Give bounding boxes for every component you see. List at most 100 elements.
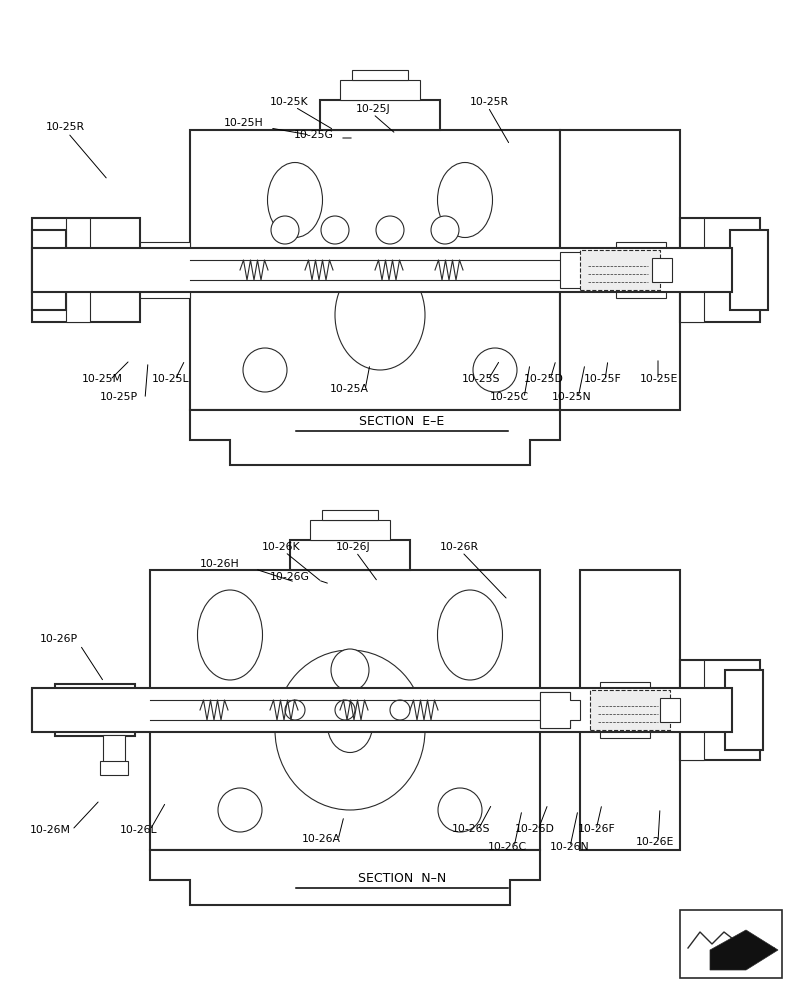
Bar xyxy=(679,660,703,760)
Bar xyxy=(32,248,731,292)
Text: 10-26S: 10-26S xyxy=(451,824,490,834)
Bar xyxy=(32,690,60,730)
Text: 10-25H: 10-25H xyxy=(224,118,263,128)
Polygon shape xyxy=(190,410,560,465)
Bar xyxy=(579,690,679,850)
Bar xyxy=(679,910,781,978)
Text: 10-26R: 10-26R xyxy=(439,542,479,552)
Text: 10-26E: 10-26E xyxy=(635,837,674,847)
Text: 10-26F: 10-26F xyxy=(577,824,615,834)
Bar xyxy=(679,218,703,322)
Circle shape xyxy=(349,252,369,272)
Circle shape xyxy=(430,216,459,244)
Circle shape xyxy=(405,252,425,272)
Circle shape xyxy=(243,348,287,392)
Ellipse shape xyxy=(275,650,425,810)
Text: 10-25M: 10-25M xyxy=(82,374,123,384)
Bar xyxy=(724,670,762,750)
Text: 10-26P: 10-26P xyxy=(40,634,78,644)
Text: 10-26M: 10-26M xyxy=(30,825,71,835)
Circle shape xyxy=(271,216,299,244)
Bar xyxy=(729,230,767,310)
Text: 10-25P: 10-25P xyxy=(100,392,138,402)
Circle shape xyxy=(472,348,516,392)
Text: 10-25N: 10-25N xyxy=(552,392,591,402)
Text: SECTION  E–E: SECTION E–E xyxy=(359,415,444,428)
Circle shape xyxy=(438,788,482,832)
Circle shape xyxy=(376,216,403,244)
Bar xyxy=(579,570,679,690)
Polygon shape xyxy=(150,850,540,905)
Text: 10-25E: 10-25E xyxy=(639,374,678,384)
Circle shape xyxy=(320,216,349,244)
Text: 10-26C: 10-26C xyxy=(487,842,527,852)
Text: 10-25K: 10-25K xyxy=(270,97,308,107)
Bar xyxy=(560,252,589,288)
Bar xyxy=(310,520,389,540)
Ellipse shape xyxy=(437,163,492,238)
Bar xyxy=(66,218,90,322)
Bar xyxy=(560,130,679,250)
Text: 10-26D: 10-26D xyxy=(515,824,554,834)
Bar xyxy=(130,250,144,290)
Text: 10-25R: 10-25R xyxy=(46,122,85,132)
Circle shape xyxy=(284,700,304,720)
Bar xyxy=(615,242,665,298)
Bar xyxy=(540,692,569,728)
Text: 10-25L: 10-25L xyxy=(152,374,190,384)
Text: 10-25J: 10-25J xyxy=(356,104,390,114)
Bar xyxy=(560,250,679,410)
Bar xyxy=(100,761,128,775)
Bar xyxy=(679,218,759,322)
Bar xyxy=(32,688,731,732)
Text: 10-26H: 10-26H xyxy=(200,559,239,569)
Circle shape xyxy=(450,252,470,272)
Bar xyxy=(55,684,135,736)
Text: 10-25R: 10-25R xyxy=(470,97,508,107)
Polygon shape xyxy=(540,692,579,728)
Bar xyxy=(150,690,540,850)
Bar xyxy=(190,130,560,250)
Bar xyxy=(659,698,679,722)
Text: 10-26K: 10-26K xyxy=(262,542,300,552)
Bar xyxy=(320,100,439,130)
Bar xyxy=(103,735,124,765)
Text: SECTION  N–N: SECTION N–N xyxy=(357,872,446,885)
Text: 10-25A: 10-25A xyxy=(329,384,369,394)
Text: 10-25C: 10-25C xyxy=(489,392,528,402)
Bar xyxy=(90,260,102,280)
Bar xyxy=(150,570,540,690)
Circle shape xyxy=(295,252,315,272)
Text: 10-25D: 10-25D xyxy=(524,374,563,384)
Bar xyxy=(190,250,560,410)
Text: 10-26L: 10-26L xyxy=(120,825,157,835)
Bar xyxy=(589,690,669,730)
Text: 10-26N: 10-26N xyxy=(549,842,589,852)
Text: 10-25S: 10-25S xyxy=(462,374,500,384)
Bar xyxy=(579,250,659,290)
Bar xyxy=(32,218,140,322)
Ellipse shape xyxy=(267,163,322,238)
Ellipse shape xyxy=(198,590,262,680)
Bar xyxy=(340,80,419,100)
Bar xyxy=(651,258,671,282)
Bar xyxy=(599,682,649,738)
Text: 10-25F: 10-25F xyxy=(583,374,621,384)
Text: 10-25G: 10-25G xyxy=(294,130,333,140)
Bar xyxy=(32,230,66,310)
Bar xyxy=(679,660,759,760)
Bar xyxy=(352,70,407,80)
Bar xyxy=(290,540,410,570)
Circle shape xyxy=(218,788,262,832)
Ellipse shape xyxy=(335,260,425,370)
Ellipse shape xyxy=(331,649,369,691)
Ellipse shape xyxy=(437,590,502,680)
Bar xyxy=(321,510,377,520)
Text: 10-26G: 10-26G xyxy=(270,572,309,582)
Ellipse shape xyxy=(327,698,372,752)
Circle shape xyxy=(389,700,410,720)
Bar xyxy=(140,242,190,298)
Text: 10-26J: 10-26J xyxy=(336,542,370,552)
Polygon shape xyxy=(709,930,777,970)
Circle shape xyxy=(335,700,355,720)
